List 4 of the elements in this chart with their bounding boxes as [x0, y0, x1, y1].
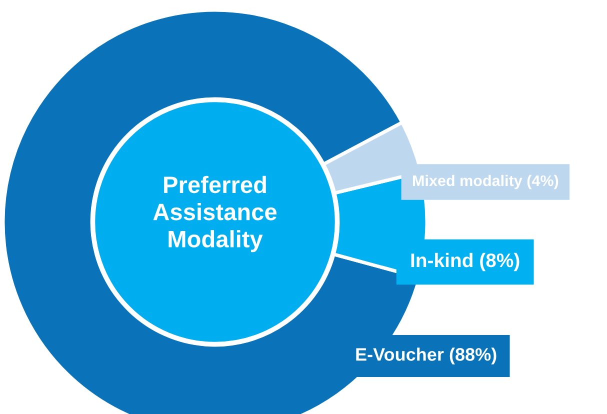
- slice-label: Mixed modality (4%): [413, 174, 558, 190]
- slice-label: In-kind (8%): [411, 252, 520, 272]
- text: Preferred Assistance Modality: [153, 176, 277, 252]
- slice-label: E-Voucher (88%): [356, 348, 496, 364]
